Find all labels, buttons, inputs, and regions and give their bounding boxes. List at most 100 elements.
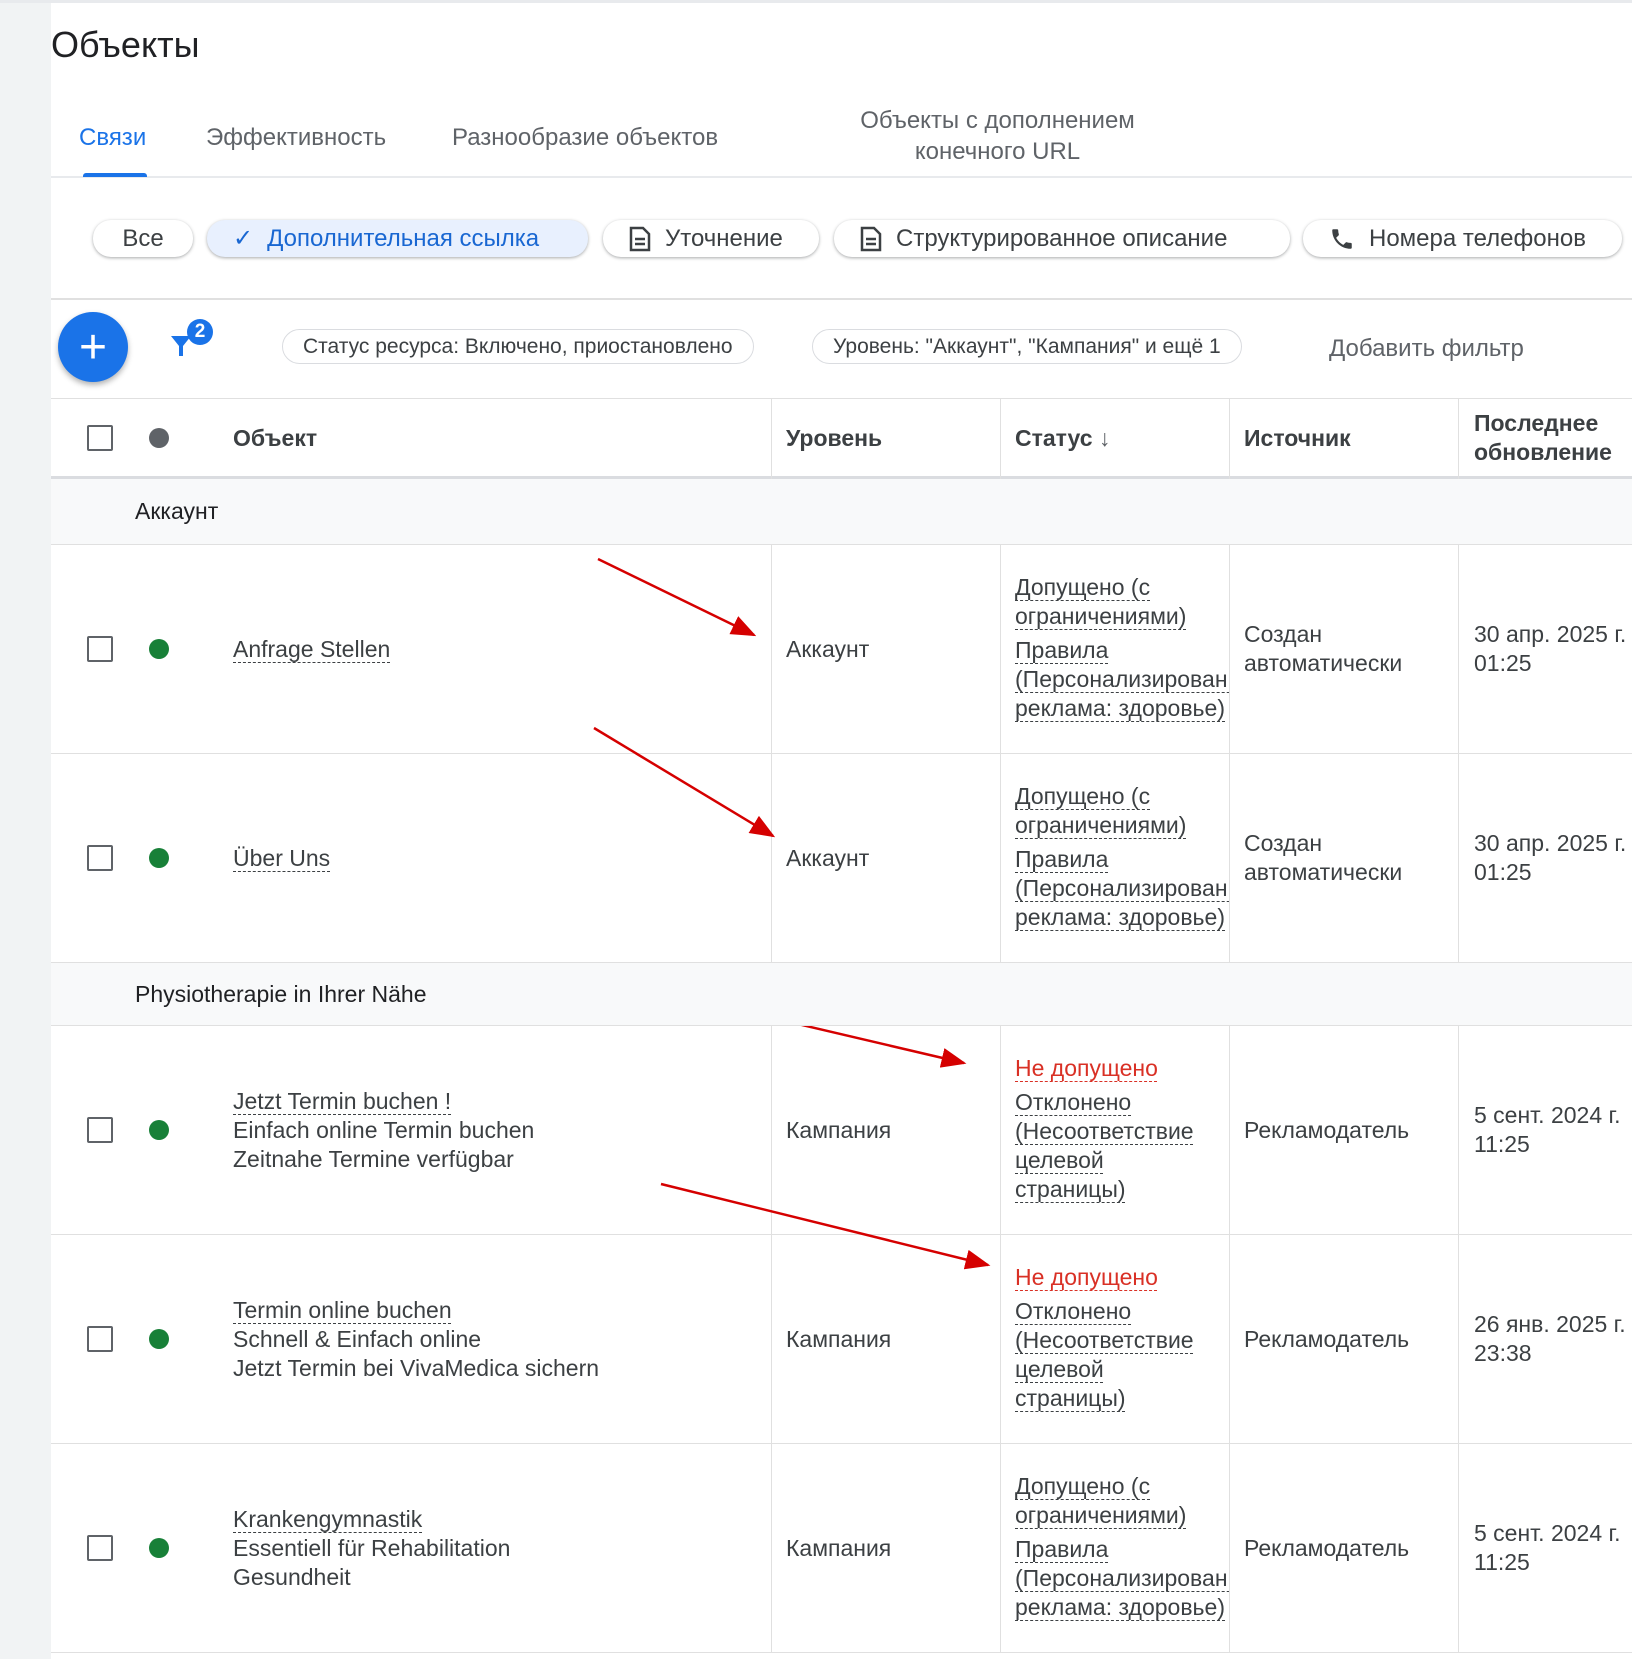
enabled-status-dot bbox=[149, 1120, 169, 1140]
policy-reason[interactable]: Правила(Персонализированнаяреклама: здор… bbox=[1015, 845, 1229, 932]
asset-link[interactable]: Anfrage Stellen bbox=[233, 635, 391, 662]
time: 11:25 bbox=[1474, 1549, 1530, 1575]
status-cell: Допущено (с ограничениями) Правила (Персона… bbox=[1015, 1472, 1229, 1622]
asset-link[interactable]: Jetzt Termin buchen ! bbox=[233, 1087, 452, 1114]
row-checkbox[interactable] bbox=[87, 845, 113, 871]
row-checkbox[interactable] bbox=[87, 1326, 113, 1352]
chip-all[interactable]: Все bbox=[93, 220, 193, 257]
table-row: Jetzt Termin buchen ! Einfach online Term… bbox=[51, 1026, 1632, 1235]
approval-status[interactable]: Не допущено bbox=[1015, 1054, 1158, 1081]
group-row-campaign: Physiotherapie in Ihrer Nähe bbox=[51, 963, 1632, 1026]
tab-final-url-assets[interactable]: Объекты с дополнением конечного URL bbox=[820, 105, 1175, 167]
source-line: Рекламодатель bbox=[1244, 1534, 1410, 1561]
chip-structured-snippet[interactable]: Структурированное описание bbox=[834, 220, 1290, 257]
policy-reason[interactable]: Правила(Персонализированнаяреклама: здор… bbox=[1015, 1535, 1229, 1622]
asset-link[interactable]: Krankengymnastik bbox=[233, 1505, 423, 1532]
active-tab-indicator bbox=[83, 173, 147, 177]
asset-description-line: Gesundheit bbox=[233, 1563, 351, 1590]
date: 5 сент. 2024 г. bbox=[1474, 1102, 1621, 1128]
source-cell: Создан автоматически bbox=[1244, 829, 1402, 887]
column-header-status[interactable]: Статус ↓ bbox=[1015, 424, 1110, 453]
table-row: Anfrage Stellen Аккаунт Допущено (с огранич… bbox=[51, 545, 1632, 754]
page-title: Объекты bbox=[51, 24, 200, 65]
column-header-last-updated[interactable]: Последнее обновление bbox=[1474, 409, 1612, 467]
object-cell: Termin online buchen Schnell & Einfach on… bbox=[233, 1296, 599, 1383]
approval-status[interactable]: ограничениями) bbox=[1015, 1501, 1187, 1528]
policy-reason[interactable]: Отклонено (Несоответствие целевой страницы) bbox=[1015, 1297, 1229, 1413]
policy-reason-line: Отклонено bbox=[1015, 1088, 1132, 1115]
policy-reason[interactable]: Отклонено (Несоответствие целевой страницы) bbox=[1015, 1088, 1229, 1204]
phone-icon bbox=[1332, 228, 1352, 249]
column-label: обновление bbox=[1474, 439, 1612, 465]
policy-reason-line: Правила bbox=[1015, 636, 1109, 663]
policy-reason-line: целевой bbox=[1015, 1355, 1104, 1382]
approval-status[interactable]: Допущено (с bbox=[1015, 1472, 1151, 1499]
row-checkbox[interactable] bbox=[87, 636, 113, 662]
source-cell: Рекламодатель bbox=[1244, 1116, 1409, 1145]
time: 01:25 bbox=[1474, 650, 1532, 676]
date: 30 апр. 2025 г. bbox=[1474, 830, 1627, 856]
asset-description-line: Schnell & Einfach online bbox=[233, 1325, 482, 1352]
tab-label-line: Объекты с дополнением bbox=[860, 107, 1135, 134]
approval-status[interactable]: ограничениями) bbox=[1015, 602, 1187, 629]
column-header-object[interactable]: Объект bbox=[233, 425, 318, 451]
asset-link[interactable]: Termin online buchen bbox=[233, 1296, 452, 1323]
date: 5 сент. 2024 г. bbox=[1474, 1520, 1621, 1546]
policy-reason[interactable]: Правила(Персонализированнаяреклама: здор… bbox=[1015, 636, 1229, 723]
filter-chip-status[interactable]: Статус ресурса: Включено, приостановлено bbox=[282, 329, 754, 364]
select-all-checkbox[interactable] bbox=[87, 425, 113, 451]
enabled-status-dot bbox=[149, 1329, 169, 1349]
status-header-dot bbox=[149, 428, 169, 448]
source-cell: Создан автоматически bbox=[1244, 620, 1402, 678]
column-header-source[interactable]: Источник bbox=[1244, 425, 1351, 451]
divider bbox=[51, 298, 1632, 300]
source-cell: Рекламодатель bbox=[1244, 1325, 1409, 1354]
chip-label: Номера телефонов bbox=[1369, 224, 1586, 252]
tab-links[interactable]: Связи bbox=[79, 124, 147, 151]
approval-status[interactable]: Допущено (с bbox=[1015, 782, 1151, 809]
add-filter-button[interactable]: Добавить фильтр bbox=[1329, 335, 1524, 362]
policy-reason-line: (Персонализированная bbox=[1015, 665, 1229, 692]
status-cell: Не допущено Отклонено (Несоответствие целев… bbox=[1015, 1054, 1229, 1204]
chip-label: Структурированное описание bbox=[896, 224, 1228, 252]
asset-link[interactable]: Über Uns bbox=[233, 844, 331, 871]
column-header-level[interactable]: Уровень bbox=[786, 425, 883, 451]
last-updated-cell: 30 апр. 2025 г. 01:25 bbox=[1474, 620, 1626, 678]
date: 26 янв. 2025 г. bbox=[1474, 1311, 1626, 1337]
policy-reason-line: Правила bbox=[1015, 845, 1109, 872]
check-icon: ✓ bbox=[233, 225, 254, 252]
asset-description-line: Essentiell für Rehabilitation bbox=[233, 1534, 511, 1561]
source-line: автоматически bbox=[1244, 859, 1403, 885]
filter-button[interactable]: 2 bbox=[168, 318, 218, 368]
tab-performance[interactable]: Эффективность bbox=[206, 124, 387, 151]
plus-icon: + bbox=[78, 320, 108, 374]
table-header: Объект Уровень Статус ↓ Источник Последн… bbox=[51, 398, 1632, 479]
filter-icon bbox=[171, 319, 213, 356]
policy-reason-line: реклама: здоровье) bbox=[1015, 903, 1225, 930]
chip-label: Уточнение bbox=[665, 224, 783, 252]
document-icon bbox=[860, 226, 882, 251]
group-row-account: Аккаунт bbox=[51, 479, 1632, 545]
enabled-status-dot bbox=[149, 848, 169, 868]
row-checkbox[interactable] bbox=[87, 1535, 113, 1561]
chip-phone-numbers[interactable]: Номера телефонов bbox=[1303, 220, 1622, 257]
status-cell: Допущено (с ограничениями) Правила (Персона… bbox=[1015, 573, 1229, 723]
add-button[interactable]: + bbox=[58, 312, 128, 382]
source-line: Создан bbox=[1244, 830, 1323, 856]
row-checkbox[interactable] bbox=[87, 1117, 113, 1143]
chip-callout[interactable]: Уточнение bbox=[603, 220, 819, 257]
tab-asset-diversity[interactable]: Разнообразие объектов bbox=[452, 124, 719, 151]
approval-status[interactable]: ограничениями) bbox=[1015, 811, 1187, 838]
policy-reason-line: (Несоответствие bbox=[1015, 1117, 1194, 1144]
policy-reason-line: (Несоответствие bbox=[1015, 1326, 1194, 1353]
approval-status[interactable]: Не допущено bbox=[1015, 1263, 1158, 1290]
column-label: Последнее bbox=[1474, 410, 1599, 436]
approval-status[interactable]: Допущено (с bbox=[1015, 573, 1151, 600]
policy-reason-line: реклама: здоровье) bbox=[1015, 1593, 1225, 1620]
object-cell: Anfrage Stellen bbox=[233, 635, 390, 664]
policy-reason-line: Отклонено bbox=[1015, 1297, 1132, 1324]
table-row: Termin online buchen Schnell & Einfach on… bbox=[51, 1235, 1632, 1444]
filter-chip-level[interactable]: Уровень: "Аккаунт", "Кампания" и ещё 1 bbox=[812, 329, 1242, 364]
object-cell: Jetzt Termin buchen ! Einfach online Term… bbox=[233, 1087, 534, 1174]
chip-sitelink[interactable]: ✓ Дополнительная ссылка bbox=[207, 220, 588, 257]
